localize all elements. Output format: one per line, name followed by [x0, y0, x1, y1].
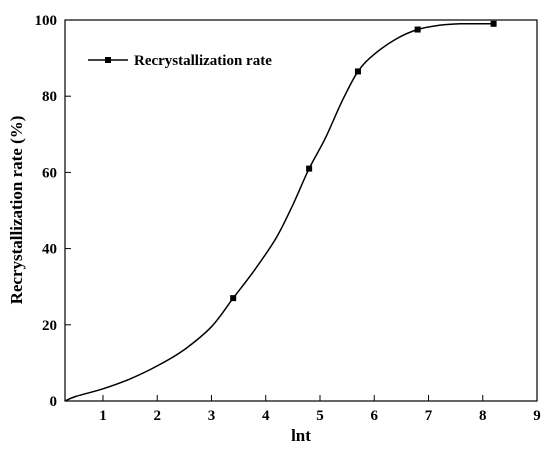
series-markers: [230, 20, 497, 302]
x-tick-label: 5: [316, 408, 324, 424]
y-tick-label: 20: [42, 318, 57, 334]
series-curve: [64, 22, 494, 402]
data-point: [354, 68, 361, 75]
y-tick-label: 40: [42, 242, 57, 258]
x-tick-label: 7: [425, 408, 433, 424]
legend-marker: [105, 57, 111, 63]
data-point: [230, 295, 237, 302]
x-tick-label: 4: [262, 408, 270, 424]
data-point: [490, 20, 497, 27]
y-tick-label: 80: [42, 89, 57, 105]
x-tick-label: 2: [153, 408, 161, 424]
x-tick-label: 8: [479, 408, 487, 424]
x-tick-label: 9: [533, 408, 541, 424]
x-axis: 1 2 3 4 5 6 7 8 9: [99, 395, 541, 424]
legend-label: Recrystallization rate: [134, 53, 272, 69]
data-point: [306, 165, 313, 172]
y-tick-label: 60: [42, 165, 57, 181]
x-axis-title: lnt: [291, 426, 311, 445]
x-tick-label: 6: [370, 408, 378, 424]
x-tick-label: 3: [208, 408, 216, 424]
y-axis: 0 20 40 60 80 100: [35, 13, 71, 410]
y-axis-title: Recrystallization rate (%): [7, 116, 26, 305]
legend: Recrystallization rate: [88, 53, 272, 69]
plot-frame: [64, 19, 538, 402]
x-tick-label: 1: [99, 408, 107, 424]
y-tick-label: 0: [50, 394, 58, 410]
y-tick-label: 100: [35, 13, 58, 29]
data-point: [414, 26, 421, 33]
